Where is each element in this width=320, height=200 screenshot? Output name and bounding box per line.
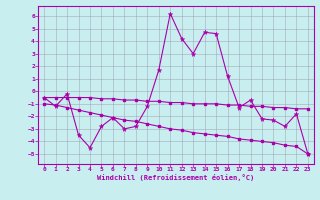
X-axis label: Windchill (Refroidissement éolien,°C): Windchill (Refroidissement éolien,°C): [97, 174, 255, 181]
